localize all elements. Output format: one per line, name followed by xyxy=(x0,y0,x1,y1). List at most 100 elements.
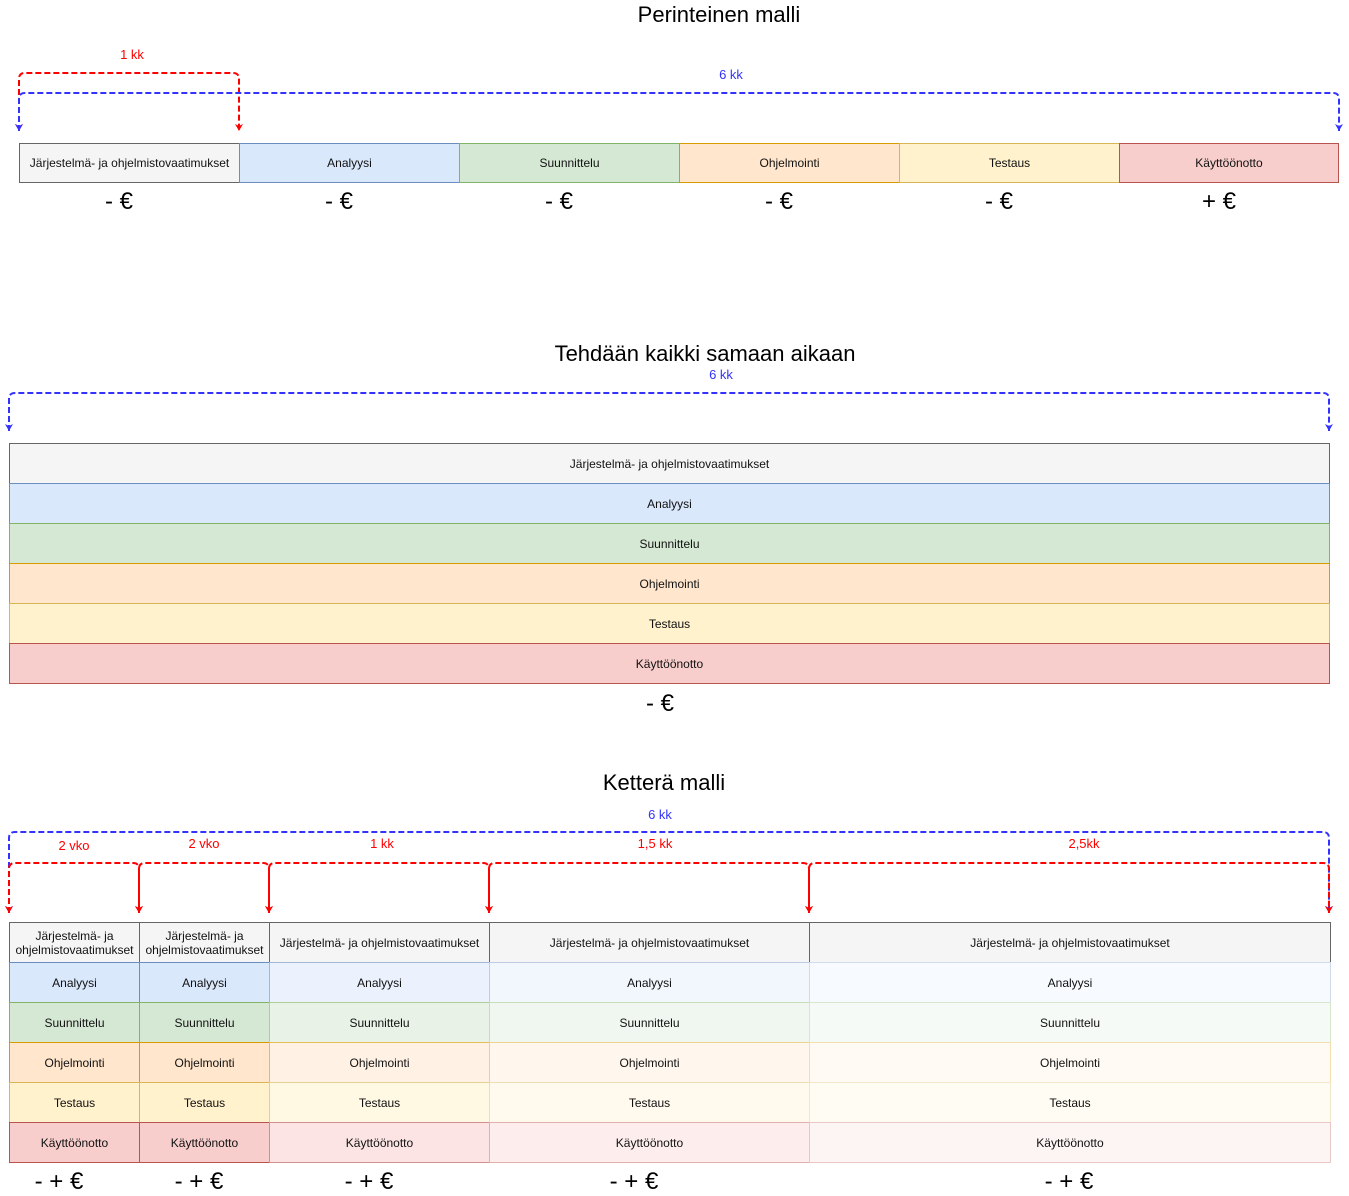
iteration-5-phase-analysis: Analyysi xyxy=(809,962,1331,1003)
section1-red-bracket xyxy=(15,72,243,131)
section3-blue-bracket xyxy=(5,831,1333,913)
iteration-3-phase-analysis: Analyysi xyxy=(269,962,490,1003)
section2-phase-testing-label: Testaus xyxy=(648,616,691,631)
iteration-2-phase-analysis-label: Analyysi xyxy=(182,975,227,990)
iteration-3-bracket xyxy=(265,862,493,913)
section2-phase-testing: Testaus xyxy=(9,603,1330,644)
section2-phase-programming: Ohjelmointi xyxy=(9,563,1330,604)
section1-phase-testing: Testaus xyxy=(899,143,1120,183)
section2-phase-design: Suunnittelu xyxy=(9,523,1330,564)
iteration-5-phase-requirements-label: Järjestelmä- ja ohjelmistovaatimukset xyxy=(970,935,1170,950)
iteration-5-phase-programming-label: Ohjelmointi xyxy=(1039,1055,1101,1070)
iteration-2-phase-deployment-label: Käyttöönotto xyxy=(170,1135,239,1150)
section1-blue-bracket xyxy=(15,92,1343,131)
iteration-2-phase-deployment: Käyttöönotto xyxy=(139,1122,270,1163)
iteration-2-phase-testing-label: Testaus xyxy=(183,1095,226,1110)
section1-phase-deployment-label: Käyttöönotto xyxy=(1195,156,1263,170)
iteration-4-phase-requirements: Järjestelmä- ja ohjelmistovaatimukset xyxy=(489,922,810,963)
section2-phase-deployment: Käyttöönotto xyxy=(9,643,1330,684)
iteration-3-phase-programming-label: Ohjelmointi xyxy=(349,1055,410,1070)
section1-phase-requirements: Järjestelmä- ja ohjelmistovaatimukset xyxy=(19,143,240,183)
iteration-3-phase-requirements: Järjestelmä- ja ohjelmistovaatimukset xyxy=(269,922,490,963)
section1-phase-testing-label: Testaus xyxy=(988,156,1031,170)
iteration-1-phase-requirements-label: Järjestelmä- ja ohjelmistovaatimukset xyxy=(15,928,134,957)
iteration-4-phase-testing: Testaus xyxy=(489,1082,810,1123)
iteration-1-duration: 2 vko xyxy=(58,838,90,853)
iteration-1-phase-requirements: Järjestelmä- ja ohjelmistovaatimukset xyxy=(9,922,140,963)
section1-blue-duration: 6 kk xyxy=(719,67,743,82)
iteration-2-phase-testing: Testaus xyxy=(139,1082,270,1123)
iteration-4-phase-testing-label: Testaus xyxy=(628,1095,671,1110)
iteration-1-bracket xyxy=(5,862,143,913)
iteration-2-phase-requirements-label: Järjestelmä- ja ohjelmistovaatimukset xyxy=(145,928,264,957)
iteration-4-duration: 1,5 kk xyxy=(637,836,673,851)
iteration-4-phase-analysis-label: Analyysi xyxy=(627,975,672,990)
section2-phase-deployment-label: Käyttöönotto xyxy=(635,656,704,671)
section2-blue-bracket xyxy=(5,392,1333,431)
iteration-2-money: - + € xyxy=(174,1168,224,1195)
section1-phase-requirements-label: Järjestelmä- ja ohjelmistovaatimukset xyxy=(29,156,230,170)
section1-red-duration: 1 kk xyxy=(120,47,144,62)
iteration-2-phase-analysis: Analyysi xyxy=(139,962,270,1003)
iteration-1-phase-analysis-label: Analyysi xyxy=(52,975,97,990)
iteration-1-phase-design: Suunnittelu xyxy=(9,1002,140,1043)
iteration-5-phase-design-label: Suunnittelu xyxy=(1039,1015,1101,1030)
iteration-1-phase-deployment: Käyttöönotto xyxy=(9,1122,140,1163)
section1-money-requirements: - € xyxy=(104,188,134,215)
section2-phase-requirements-label: Järjestelmä- ja ohjelmistovaatimukset xyxy=(569,456,770,471)
iteration-1-phase-testing-label: Testaus xyxy=(53,1095,96,1110)
section1-phase-design: Suunnittelu xyxy=(459,143,680,183)
section2-phase-requirements: Järjestelmä- ja ohjelmistovaatimukset xyxy=(9,443,1330,484)
iteration-1-phase-deployment-label: Käyttöönotto xyxy=(40,1135,109,1150)
section2-title: Tehdään kaikki samaan aikaan xyxy=(554,341,856,366)
section3-title: Ketterä malli xyxy=(602,770,726,795)
iteration-4-phase-deployment: Käyttöönotto xyxy=(489,1122,810,1163)
section1-money-programming: - € xyxy=(764,188,794,215)
iteration-1-phase-design-label: Suunnittelu xyxy=(44,1015,105,1030)
section1-phase-programming-label: Ohjelmointi xyxy=(759,156,820,170)
section2-money: - € xyxy=(645,690,675,717)
iteration-1-money: - + € xyxy=(34,1168,84,1195)
section2-phase-analysis-label: Analyysi xyxy=(647,496,692,511)
iteration-3-phase-testing: Testaus xyxy=(269,1082,490,1123)
iteration-5-phase-deployment-label: Käyttöönotto xyxy=(1036,1135,1104,1150)
section2-phase-design-label: Suunnittelu xyxy=(639,536,700,551)
iteration-2-duration: 2 vko xyxy=(188,836,220,851)
section2-phase-programming-label: Ohjelmointi xyxy=(639,576,700,591)
iteration-3-phase-analysis-label: Analyysi xyxy=(357,975,402,990)
iteration-4-phase-design-label: Suunnittelu xyxy=(619,1015,680,1030)
iteration-2-bracket xyxy=(135,862,273,913)
iteration-5-duration: 2,5kk xyxy=(1068,836,1100,851)
iteration-2-phase-programming-label: Ohjelmointi xyxy=(174,1055,235,1070)
section1-title: Perinteinen malli xyxy=(637,2,801,27)
iteration-1-phase-analysis: Analyysi xyxy=(9,962,140,1003)
iteration-4-phase-programming-label: Ohjelmointi xyxy=(619,1055,680,1070)
section1-phase-analysis-label: Analyysi xyxy=(327,156,372,170)
iteration-2-phase-design-label: Suunnittelu xyxy=(174,1015,235,1030)
iteration-4-bracket xyxy=(485,862,813,913)
iteration-4-phase-requirements-label: Järjestelmä- ja ohjelmistovaatimukset xyxy=(549,935,750,950)
iteration-3-phase-design-label: Suunnittelu xyxy=(349,1015,410,1030)
iteration-4-phase-deployment-label: Käyttöönotto xyxy=(615,1135,684,1150)
iteration-3-phase-deployment-label: Käyttöönotto xyxy=(345,1135,414,1150)
iteration-4-money: - + € xyxy=(609,1168,659,1195)
section1-phase-deployment: Käyttöönotto xyxy=(1119,143,1339,183)
iteration-3-duration: 1 kk xyxy=(370,836,394,851)
section1-money-design: - € xyxy=(544,188,574,215)
iteration-4-phase-analysis: Analyysi xyxy=(489,962,810,1003)
iteration-1-phase-programming: Ohjelmointi xyxy=(9,1042,140,1083)
iteration-5-phase-requirements: Järjestelmä- ja ohjelmistovaatimukset xyxy=(809,922,1331,963)
section2-blue-duration: 6 kk xyxy=(709,367,733,382)
section3-blue-duration: 6 kk xyxy=(648,807,672,822)
iteration-5-phase-programming: Ohjelmointi xyxy=(809,1042,1331,1083)
section1-phase-analysis: Analyysi xyxy=(239,143,460,183)
section1-money-testing: - € xyxy=(984,188,1014,215)
iteration-5-phase-testing-label: Testaus xyxy=(1049,1095,1091,1110)
section1-money-deployment: + € xyxy=(1201,188,1237,215)
iteration-5-phase-testing: Testaus xyxy=(809,1082,1331,1123)
iteration-5-phase-analysis-label: Analyysi xyxy=(1047,975,1093,990)
iteration-3-phase-design: Suunnittelu xyxy=(269,1002,490,1043)
section1-phase-programming: Ohjelmointi xyxy=(679,143,900,183)
iteration-3-money: - + € xyxy=(344,1168,394,1195)
